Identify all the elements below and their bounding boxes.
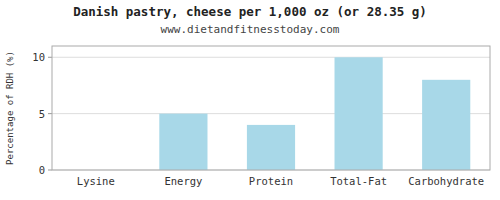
y-tick-label: 0 [39, 164, 45, 176]
x-tick-label: Protein [249, 175, 293, 187]
x-tick-label: Lysine [77, 175, 115, 187]
grid [52, 57, 490, 170]
subtitle: www.dietandfitnesstoday.com [161, 23, 340, 36]
x-tick-label: Energy [164, 175, 202, 187]
plot-frame [52, 46, 490, 170]
bar [159, 114, 207, 170]
y-tick [48, 113, 52, 114]
page: {"chart_data": {"type": "bar", "title": … [0, 0, 500, 200]
x-tick-label: Total-Fat [330, 175, 387, 187]
y-tick [48, 57, 52, 58]
grid-line [52, 57, 490, 58]
x-tick-label: Carbohydrate [408, 175, 484, 187]
chart-svg: Danish pastry, cheese per 1,000 oz (or 2… [0, 0, 500, 200]
y-tick-label: 5 [39, 108, 45, 120]
bar [247, 125, 295, 170]
bar [422, 80, 470, 170]
chart-container: Danish pastry, cheese per 1,000 oz (or 2… [0, 0, 500, 200]
bar [335, 57, 383, 170]
y-tick-label: 10 [32, 51, 45, 63]
y-tick [48, 170, 52, 171]
title: Danish pastry, cheese per 1,000 oz (or 2… [73, 4, 427, 19]
y-axis-label: Percentage of RDH (%) [5, 51, 15, 165]
bars [159, 57, 470, 170]
